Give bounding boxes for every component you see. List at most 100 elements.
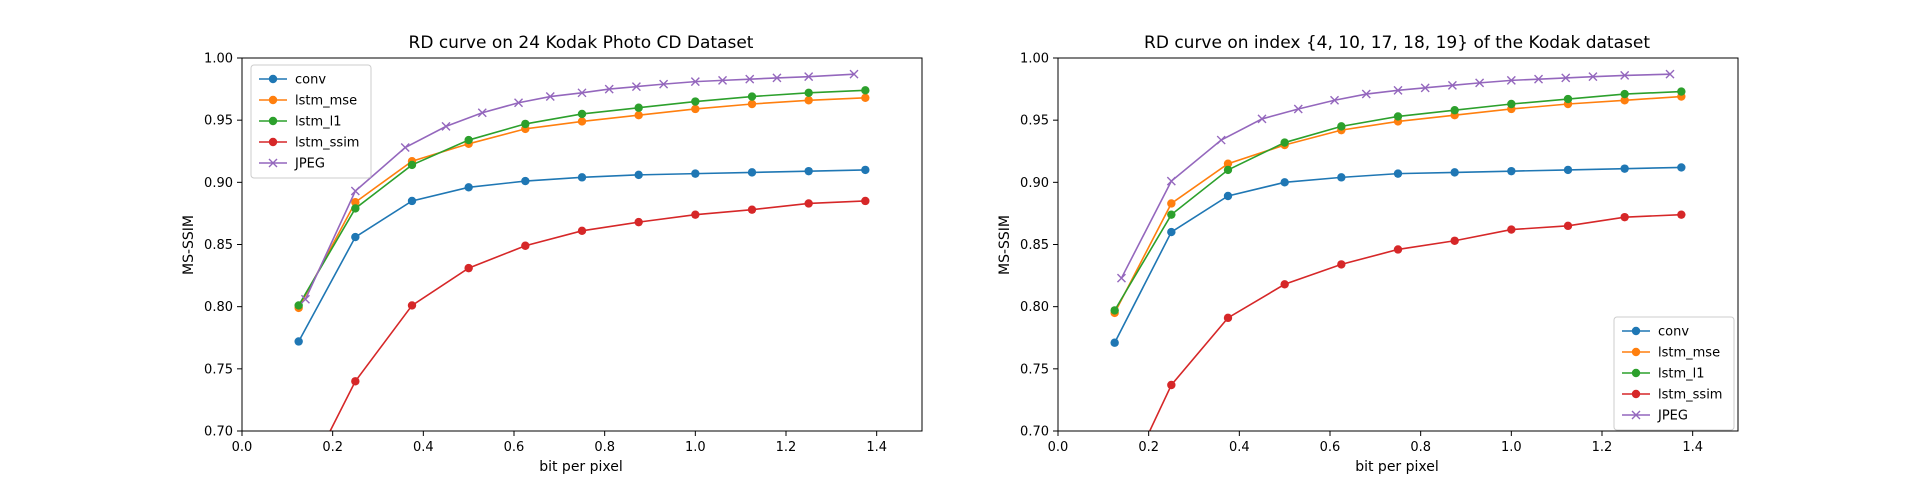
data-point-conv xyxy=(804,167,812,175)
data-point-conv xyxy=(578,173,586,181)
x-tick-label: 0.0 xyxy=(1048,440,1069,455)
data-point-lstm_ssim xyxy=(691,210,699,218)
data-point-lstm_l1 xyxy=(1620,90,1628,98)
y-tick-label: 0.80 xyxy=(1020,300,1049,315)
data-point-lstm_ssim xyxy=(1337,260,1345,268)
y-tick-label: 0.80 xyxy=(204,300,233,315)
x-tick-label: 1.0 xyxy=(1501,440,1522,455)
chart-right: RD curve on index {4, 10, 17, 18, 19} of… xyxy=(997,33,1738,480)
legend-label: lstm_mse xyxy=(295,94,357,109)
legend-swatch-marker xyxy=(269,96,277,104)
y-tick-label: 0.70 xyxy=(204,425,233,440)
legend-swatch-marker xyxy=(1632,348,1640,356)
legend-label: lstm_ssim xyxy=(295,136,359,151)
y-tick-label: 0.75 xyxy=(1020,362,1049,377)
data-point-lstm_ssim xyxy=(521,242,529,250)
chart-left-xlabel: bit per pixel xyxy=(539,459,623,475)
data-point-conv xyxy=(1110,339,1118,347)
data-point-lstm_l1 xyxy=(351,204,359,212)
legend: conv lstm_mse lstm_l1 lstm_ssim JPEG xyxy=(1614,317,1734,430)
data-point-lstm_mse xyxy=(691,105,699,113)
data-point-lstm_l1 xyxy=(1677,87,1685,95)
data-point-conv xyxy=(1564,166,1572,174)
y-tick-label: 0.95 xyxy=(204,114,233,129)
x-tick-label: 0.0 xyxy=(232,440,253,455)
legend-label: lstm_mse xyxy=(1658,346,1720,361)
x-tick-label: 0.4 xyxy=(413,440,434,455)
y-tick-label: 0.85 xyxy=(1020,238,1049,253)
data-point-conv xyxy=(1450,168,1458,176)
x-tick-label: 0.8 xyxy=(594,440,615,455)
y-tick-label: 1.00 xyxy=(204,52,233,67)
data-point-lstm_ssim xyxy=(804,199,812,207)
legend-swatch-marker xyxy=(269,75,277,83)
legend-label: conv xyxy=(1658,325,1689,340)
data-point-lstm_l1 xyxy=(1224,166,1232,174)
data-point-conv xyxy=(1280,178,1288,186)
data-point-lstm_l1 xyxy=(1450,106,1458,114)
data-point-conv xyxy=(521,177,529,185)
data-point-conv xyxy=(1337,173,1345,181)
x-tick-label: 0.2 xyxy=(1138,440,1159,455)
data-point-lstm_l1 xyxy=(748,92,756,100)
data-point-lstm_l1 xyxy=(464,136,472,144)
data-point-lstm_l1 xyxy=(804,89,812,97)
data-point-lstm_ssim xyxy=(1620,213,1628,221)
chart-left-plot: 0.0 0.2 0.4 0.6 0.8 1.0 1.2 1.40.700.750.800.85… xyxy=(204,52,922,480)
data-point-lstm_ssim xyxy=(1677,210,1685,218)
data-point-lstm_ssim xyxy=(1450,237,1458,245)
data-point-lstm_ssim xyxy=(578,227,586,235)
data-point-conv xyxy=(294,337,302,345)
data-point-lstm_ssim xyxy=(1280,280,1288,288)
chart-left-title: RD curve on 24 Kodak Photo CD Dataset xyxy=(409,33,754,53)
data-point-lstm_l1 xyxy=(1507,100,1515,108)
x-tick-label: 0.6 xyxy=(504,440,525,455)
data-point-lstm_mse xyxy=(861,94,869,102)
data-point-lstm_ssim xyxy=(1564,222,1572,230)
data-point-lstm_l1 xyxy=(1564,95,1572,103)
chart-left-ylabel: MS-SSIM xyxy=(181,215,197,275)
data-point-conv xyxy=(691,169,699,177)
data-point-lstm_mse xyxy=(578,117,586,125)
legend-label: lstm_l1 xyxy=(295,115,342,130)
legend-label: conv xyxy=(295,73,326,88)
data-point-conv xyxy=(748,168,756,176)
legend-swatch-marker xyxy=(1632,369,1640,377)
x-tick-label: 1.2 xyxy=(776,440,797,455)
data-point-conv xyxy=(1507,167,1515,175)
y-tick-label: 0.95 xyxy=(1020,114,1049,129)
chart-left: RD curve on 24 Kodak Photo CD Dataset bi… xyxy=(181,33,922,480)
x-tick-label: 1.2 xyxy=(1592,440,1613,455)
data-point-lstm_ssim xyxy=(1394,245,1402,253)
x-tick-label: 0.4 xyxy=(1229,440,1250,455)
data-point-conv xyxy=(408,197,416,205)
legend-swatch-marker xyxy=(269,117,277,125)
data-point-lstm_l1 xyxy=(408,161,416,169)
y-tick-label: 0.85 xyxy=(204,238,233,253)
y-tick-label: 1.00 xyxy=(1020,52,1049,67)
y-tick-label: 0.75 xyxy=(204,362,233,377)
data-point-lstm_ssim xyxy=(351,377,359,385)
data-point-lstm_l1 xyxy=(634,104,642,112)
chart-right-xlabel: bit per pixel xyxy=(1355,459,1439,475)
data-point-conv xyxy=(861,166,869,174)
y-tick-label: 0.90 xyxy=(1020,176,1049,191)
x-tick-label: 1.4 xyxy=(866,440,887,455)
x-tick-label: 1.4 xyxy=(1682,440,1703,455)
data-point-lstm_ssim xyxy=(408,301,416,309)
data-point-conv xyxy=(1224,192,1232,200)
data-point-lstm_l1 xyxy=(861,86,869,94)
data-point-lstm_mse xyxy=(748,100,756,108)
legend-label: lstm_ssim xyxy=(1658,388,1722,403)
chart-right-title: RD curve on index {4, 10, 17, 18, 19} of… xyxy=(1144,33,1650,53)
data-point-lstm_l1 xyxy=(1280,138,1288,146)
data-point-lstm_ssim xyxy=(861,197,869,205)
data-point-lstm_mse xyxy=(634,111,642,119)
data-point-lstm_ssim xyxy=(1167,381,1175,389)
x-tick-label: 0.8 xyxy=(1410,440,1431,455)
data-point-conv xyxy=(1620,164,1628,172)
data-point-conv xyxy=(634,171,642,179)
chart-right-plot: 0.0 0.2 0.4 0.6 0.8 1.0 1.2 1.40.700.750.800.85… xyxy=(1020,52,1738,480)
data-point-lstm_ssim xyxy=(634,218,642,226)
